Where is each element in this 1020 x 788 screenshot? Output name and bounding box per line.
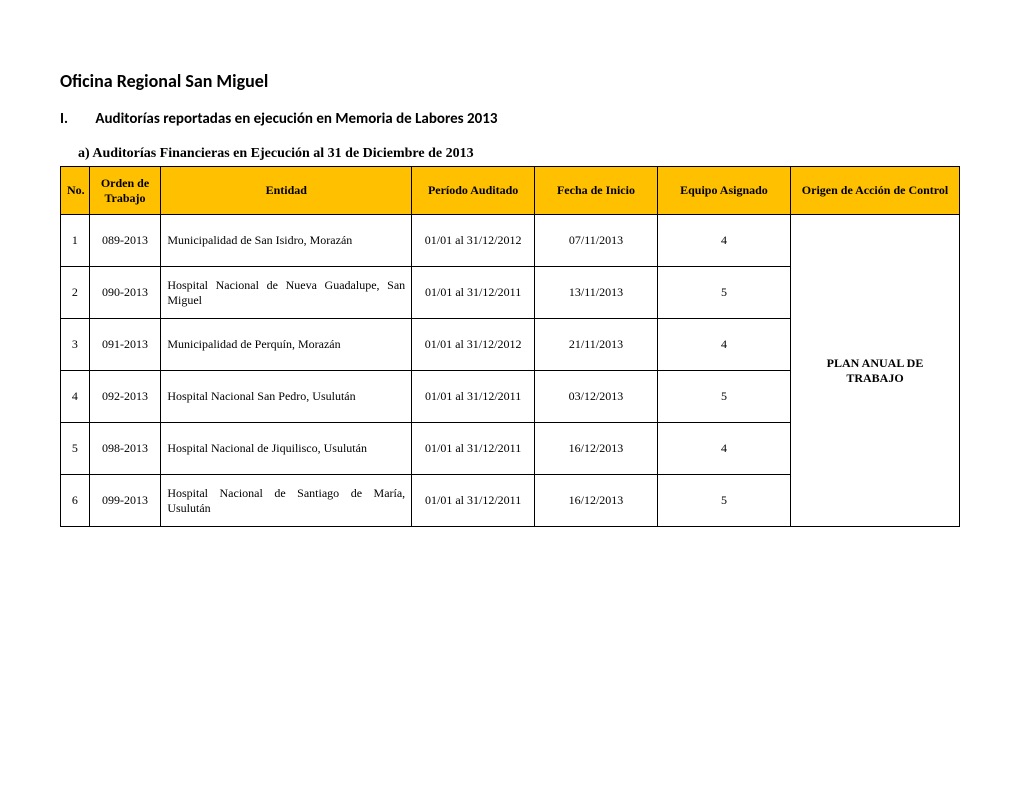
cell-fecha: 07/11/2013: [535, 215, 658, 267]
cell-orden: 091-2013: [89, 319, 161, 371]
cell-entidad: Municipalidad de Perquín, Morazán: [161, 319, 412, 371]
cell-equipo: 5: [657, 267, 790, 319]
cell-equipo: 4: [657, 319, 790, 371]
cell-origen-merged: PLAN ANUAL DE TRABAJO: [791, 215, 960, 527]
cell-periodo: 01/01 al 31/12/2011: [412, 371, 535, 423]
cell-equipo: 4: [657, 215, 790, 267]
audit-table: No. Orden de Trabajo Entidad Período Aud…: [60, 166, 960, 527]
cell-orden: 099-2013: [89, 475, 161, 527]
col-header-fecha: Fecha de Inicio: [535, 167, 658, 215]
section-text: Auditorías reportadas en ejecución en Me…: [95, 110, 497, 128]
section-number: I.: [60, 110, 92, 128]
cell-periodo: 01/01 al 31/12/2012: [412, 215, 535, 267]
cell-no: 1: [61, 215, 90, 267]
subsection-heading: a) Auditorías Financieras en Ejecución a…: [78, 146, 960, 162]
col-header-origen: Origen de Acción de Control: [791, 167, 960, 215]
cell-no: 3: [61, 319, 90, 371]
section-heading: I. Auditorías reportadas en ejecución en…: [60, 110, 960, 128]
cell-fecha: 21/11/2013: [535, 319, 658, 371]
cell-fecha: 13/11/2013: [535, 267, 658, 319]
col-header-entidad: Entidad: [161, 167, 412, 215]
cell-equipo: 5: [657, 371, 790, 423]
table-row: 1 089-2013 Municipalidad de San Isidro, …: [61, 215, 960, 267]
cell-entidad: Hospital Nacional de Jiquilisco, Usulutá…: [161, 423, 412, 475]
page: Oficina Regional San Miguel I. Auditoría…: [0, 0, 1020, 567]
cell-fecha: 16/12/2013: [535, 475, 658, 527]
cell-entidad: Hospital Nacional de Nueva Guadalupe, Sa…: [161, 267, 412, 319]
cell-equipo: 5: [657, 475, 790, 527]
cell-orden: 098-2013: [89, 423, 161, 475]
cell-orden: 090-2013: [89, 267, 161, 319]
cell-periodo: 01/01 al 31/12/2011: [412, 267, 535, 319]
col-header-no: No.: [61, 167, 90, 215]
cell-no: 6: [61, 475, 90, 527]
page-title: Oficina Regional San Miguel: [60, 70, 960, 92]
cell-periodo: 01/01 al 31/12/2012: [412, 319, 535, 371]
cell-fecha: 03/12/2013: [535, 371, 658, 423]
cell-orden: 089-2013: [89, 215, 161, 267]
col-header-periodo: Período Auditado: [412, 167, 535, 215]
cell-entidad: Hospital Nacional San Pedro, Usulután: [161, 371, 412, 423]
col-header-orden: Orden de Trabajo: [89, 167, 161, 215]
cell-entidad: Municipalidad de San Isidro, Morazán: [161, 215, 412, 267]
col-header-equipo: Equipo Asignado: [657, 167, 790, 215]
cell-entidad: Hospital Nacional de Santiago de María, …: [161, 475, 412, 527]
cell-equipo: 4: [657, 423, 790, 475]
cell-no: 2: [61, 267, 90, 319]
cell-orden: 092-2013: [89, 371, 161, 423]
cell-fecha: 16/12/2013: [535, 423, 658, 475]
cell-no: 5: [61, 423, 90, 475]
cell-no: 4: [61, 371, 90, 423]
table-body: 1 089-2013 Municipalidad de San Isidro, …: [61, 215, 960, 527]
table-header-row: No. Orden de Trabajo Entidad Período Aud…: [61, 167, 960, 215]
cell-periodo: 01/01 al 31/12/2011: [412, 423, 535, 475]
cell-periodo: 01/01 al 31/12/2011: [412, 475, 535, 527]
